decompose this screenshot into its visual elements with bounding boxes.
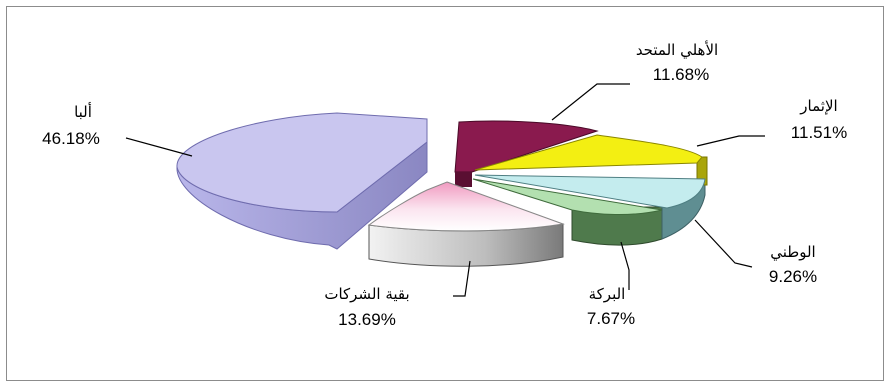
label-rest-value: 13.69%: [338, 310, 396, 329]
label-alba: ألبا 46.18%: [42, 102, 100, 148]
slice-baraka: [472, 178, 663, 215]
slice-ahli: [454, 120, 599, 173]
label-ithmaar-value: 11.51%: [791, 123, 847, 142]
label-rest: بقية الشركات 13.69%: [324, 285, 409, 329]
label-baraka: البركة 7.67%: [587, 285, 635, 328]
slice-side-ithmaar: [696, 156, 708, 186]
label-watani-name: الوطني: [770, 243, 815, 262]
pie-chart: ألبا 46.18% الأهلي المتحد 11.68% الإثمار…: [42, 40, 847, 329]
label-watani-value: 9.26%: [769, 267, 817, 286]
slice-rest: [367, 181, 565, 232]
label-rest-name: بقية الشركات: [324, 285, 409, 303]
slice-watani: [474, 174, 706, 209]
leader-line-alba: [125, 137, 193, 157]
label-watani: الوطني 9.26%: [769, 243, 817, 286]
label-ahli: الأهلي المتحد 11.68%: [636, 40, 718, 84]
label-baraka-value: 7.67%: [587, 309, 635, 328]
label-baraka-name: البركة: [589, 285, 626, 303]
slice-alba: [176, 112, 428, 213]
leader-line-baraka: [620, 241, 630, 290]
leader-line-ithmaar: [696, 135, 765, 147]
slice-ithmaar: [474, 134, 703, 171]
label-ithmaar: الإثمار 11.51%: [791, 97, 847, 142]
label-alba-value: 46.18%: [42, 129, 100, 148]
label-alba-name: ألبا: [74, 102, 92, 121]
leader-line-ahli: [551, 83, 630, 121]
leader-line-rest: [453, 260, 471, 297]
label-ithmaar-name: الإثمار: [799, 97, 837, 115]
chart-frame: ألبا 46.18% الأهلي المتحد 11.68% الإثمار…: [6, 6, 884, 381]
label-ahli-name: الأهلي المتحد: [636, 40, 718, 60]
label-ahli-value: 11.68%: [653, 65, 709, 84]
leader-line-watani: [694, 219, 753, 268]
slice-side-ahli: [455, 172, 472, 187]
